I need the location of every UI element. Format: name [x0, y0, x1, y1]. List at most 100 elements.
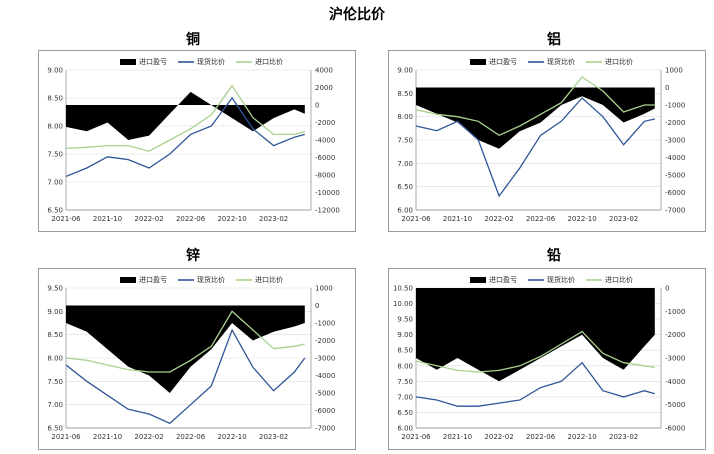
right-axis-tick: -4000 [315, 137, 335, 145]
x-axis-tick: 2021-10 [93, 433, 122, 441]
right-axis-tick: -1000 [315, 320, 335, 328]
left-axis-tick: 8.00 [397, 113, 413, 121]
x-axis-tick: 2022-02 [134, 433, 163, 441]
left-axis-tick: 6.50 [47, 207, 63, 215]
series-import-profit-bars [416, 87, 655, 149]
series-spot-ratio-line [66, 96, 305, 178]
x-axis-tick: 2022-06 [176, 215, 206, 223]
x-axis-tick: 2023-02 [609, 433, 638, 441]
series-spot-ratio-line [66, 328, 306, 425]
right-axis-tick: 0 [315, 102, 319, 110]
right-axis-tick: -10000 [315, 189, 340, 197]
legend-label: 现货比价 [197, 275, 225, 284]
legend: 进口盈亏 现货比价 进口比价 [470, 275, 633, 284]
left-axis-tick: 9.50 [47, 285, 63, 293]
x-axis-tick: 2023-02 [259, 433, 288, 441]
legend-label: 现货比价 [547, 275, 575, 284]
right-axis-tick: -6000 [315, 407, 335, 415]
right-axis-tick: -12000 [315, 207, 340, 215]
right-axis-tick: 0 [665, 84, 669, 92]
right-axis-tick: -6000 [665, 425, 685, 433]
series-import-ratio-line [416, 76, 655, 137]
chart-frame [38, 50, 356, 232]
left-axis-tick: 7.50 [397, 137, 413, 145]
legend-swatch [470, 59, 486, 65]
x-axis-tick: 2022-02 [484, 215, 513, 223]
series-import-profit-bars [416, 288, 655, 382]
series-import-profit-bars [66, 305, 305, 393]
legend: 进口盈亏 现货比价 进口比价 [120, 275, 283, 284]
series-import-ratio-line [416, 330, 655, 373]
left-axis-tick: 9.50 [397, 316, 413, 324]
left-axis-tick: 8.50 [47, 95, 63, 103]
x-axis-tick: 2021-06 [401, 433, 431, 441]
left-axis-tick: 8.00 [47, 355, 63, 363]
x-axis-tick: 2023-02 [609, 215, 638, 223]
legend: 进口盈亏 现货比价 进口比价 [470, 57, 633, 66]
right-axis-tick: -3000 [315, 355, 335, 363]
right-axis-tick: -4000 [665, 154, 685, 162]
right-axis-tick: -2000 [665, 331, 685, 339]
legend-label: 进口盈亏 [139, 276, 167, 284]
left-axis-tick: 9.00 [397, 67, 413, 75]
legend-label: 进口盈亏 [139, 58, 167, 66]
left-axis-tick: 9.00 [47, 67, 63, 75]
chart-aluminum: 9.00 8.50 8.00 7.50 7.00 6.50 6.00 1000 0 -1000 -2… [388, 50, 706, 232]
left-axis-tick: 8.00 [397, 362, 413, 370]
legend-label: 进口盈亏 [489, 276, 517, 284]
right-axis-tick: -8000 [315, 172, 335, 180]
series-import-ratio-line [66, 84, 305, 152]
x-axis-tick: 2022-10 [217, 215, 246, 223]
left-axis-tick: 10.50 [393, 285, 413, 293]
x-axis-tick: 2021-10 [443, 433, 472, 441]
series-spot-ratio-line [416, 97, 655, 198]
chart-title-aluminum: 铝 [547, 32, 561, 48]
left-axis-tick: 10.00 [393, 300, 413, 308]
chart-copper: 9.00 8.50 8.00 7.50 7.00 6.50 4000 2000 0 -2000 -4… [38, 50, 356, 232]
legend-swatch [120, 277, 136, 283]
right-axis-tick: 0 [315, 302, 319, 310]
right-axis-tick: -7000 [315, 425, 335, 433]
right-axis-tick: 1000 [315, 285, 333, 293]
left-axis-tick: 7.00 [47, 179, 63, 187]
right-axis-tick: -6000 [665, 189, 685, 197]
x-axis-tick: 2022-06 [526, 433, 556, 441]
legend-label: 进口比价 [255, 57, 283, 66]
right-axis-tick: -4000 [665, 378, 685, 386]
series-import-profit-bars [66, 91, 305, 140]
x-axis-tick: 2021-10 [443, 215, 472, 223]
right-axis-tick: -3000 [665, 355, 685, 363]
x-axis-tick: 2021-10 [93, 215, 122, 223]
left-axis-tick: 9.00 [47, 308, 63, 316]
right-axis-tick: 0 [665, 285, 669, 293]
right-axis-tick: -6000 [315, 154, 335, 162]
left-axis-tick: 6.00 [397, 425, 413, 433]
left-axis-tick: 7.00 [47, 401, 63, 409]
x-axis-tick: 2022-10 [567, 433, 596, 441]
legend-label: 现货比价 [547, 57, 575, 66]
left-axis-tick: 7.50 [47, 151, 63, 159]
chart-title-lead: 铅 [547, 248, 561, 264]
right-axis-tick: -5000 [665, 172, 685, 180]
legend-label: 进口盈亏 [489, 58, 517, 66]
left-axis-tick: 9.00 [397, 331, 413, 339]
x-axis-tick: 2021-06 [401, 215, 431, 223]
left-axis-tick: 6.50 [397, 183, 413, 191]
x-axis-tick: 2023-02 [259, 215, 288, 223]
x-axis-tick: 2022-02 [134, 215, 163, 223]
series-spot-ratio-line [416, 361, 655, 407]
x-axis-tick: 2022-10 [567, 215, 596, 223]
left-axis-tick: 8.50 [397, 347, 413, 355]
right-axis-tick: -1000 [665, 308, 685, 316]
right-axis-tick: 4000 [315, 67, 333, 75]
right-axis-tick: 1000 [665, 67, 683, 75]
left-axis-tick: 8.50 [47, 331, 63, 339]
left-axis-tick: 7.00 [397, 393, 413, 401]
legend: 进口盈亏 现货比价 进口比价 [120, 57, 283, 66]
right-axis-tick: -4000 [315, 372, 335, 380]
left-axis-tick: 7.50 [397, 378, 413, 386]
right-axis-tick: 2000 [315, 84, 333, 92]
x-axis-tick: 2021-06 [51, 215, 81, 223]
x-axis-tick: 2021-06 [51, 433, 81, 441]
chart-zinc: 9.50 9.00 8.50 8.00 7.50 7.00 6.50 1000 0 -1000 -2… [38, 268, 356, 450]
